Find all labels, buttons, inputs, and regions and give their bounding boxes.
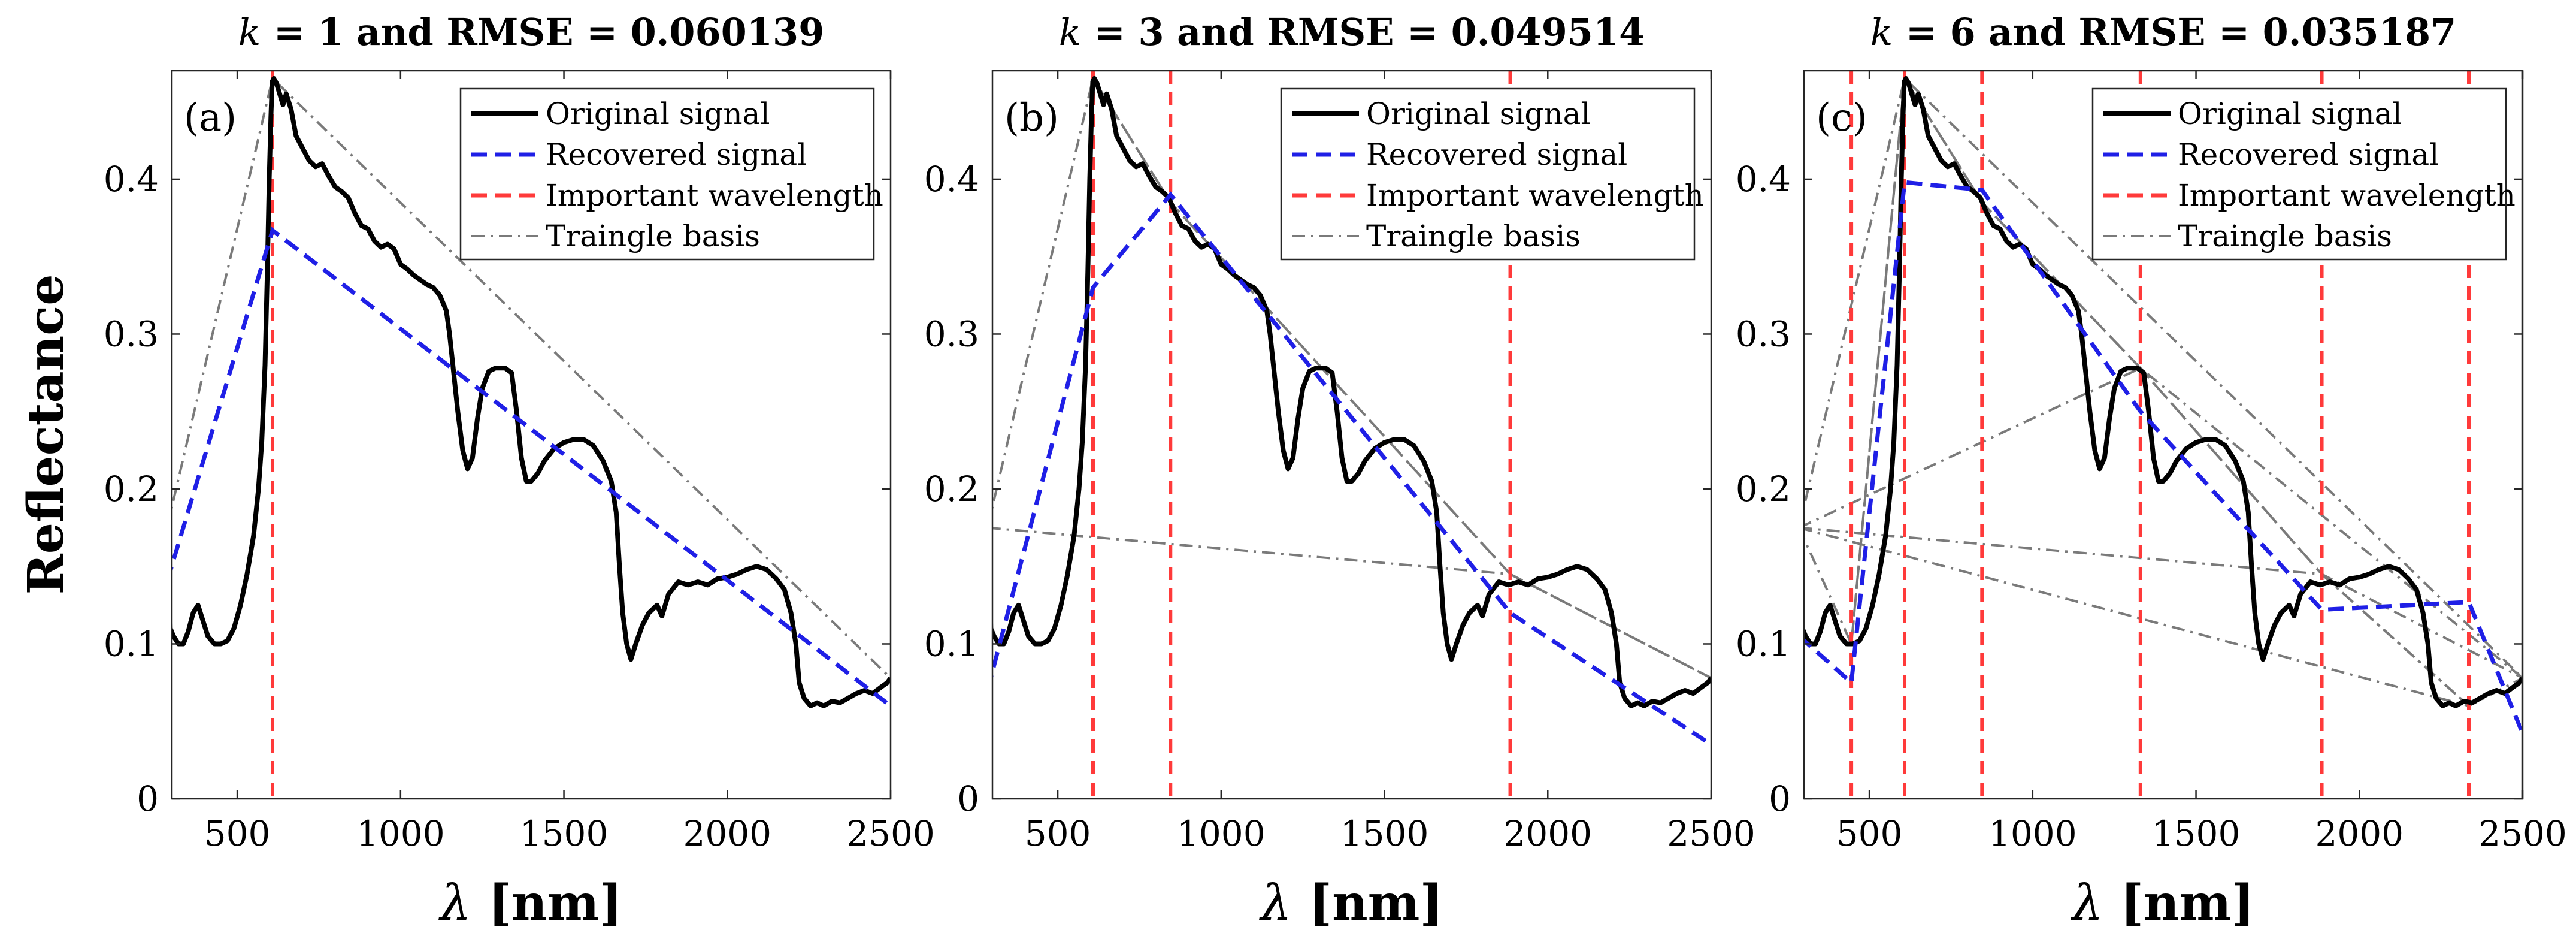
x-axis-label-lambda: λ xyxy=(438,875,471,932)
legend-label: Traingle basis xyxy=(1366,219,1581,253)
x-tick-label: 500 xyxy=(1025,813,1091,854)
y-tick-label: 0.2 xyxy=(1736,469,1791,509)
x-axis-label-unit: [nm] xyxy=(471,874,623,932)
plot-content xyxy=(992,71,1711,799)
panel-tag: (a) xyxy=(184,96,237,140)
y-tick-label: 0.3 xyxy=(104,313,159,354)
x-axis-label-unit: [nm] xyxy=(1292,874,1443,932)
x-tick-label: 1000 xyxy=(1177,813,1266,854)
legend-label: Recovered signal xyxy=(546,137,807,172)
panel-a: 500 1000 1500 2000 2500 0 0.1 0.2 0.3 0.4 (a)k = 1… xyxy=(104,10,935,932)
plot-content xyxy=(1804,71,2523,799)
y-tick-label: 0.1 xyxy=(1736,623,1791,664)
legend-label: Important wavelength xyxy=(2178,178,2516,213)
panel-c: 500 1000 1500 2000 2500 0 0.1 0.2 0.3 0.4 (c)k = 6… xyxy=(1736,10,2567,932)
y-axis-label: Reflectance xyxy=(17,274,75,595)
panel-tag: (b) xyxy=(1004,96,1059,140)
x-tick-label: 500 xyxy=(204,813,271,854)
y-tick-label: 0.3 xyxy=(1736,313,1791,354)
x-tick-label: 2500 xyxy=(846,813,935,854)
y-tick-label: 0.2 xyxy=(924,469,979,509)
x-axis-label: λ [nm] xyxy=(438,874,623,932)
legend-label: Important wavelength xyxy=(1366,178,1704,213)
x-tick-label: 1500 xyxy=(2152,813,2241,854)
original-signal-line xyxy=(1804,76,2523,708)
x-tick-label: 2000 xyxy=(2315,813,2404,854)
panel-title: k = 6 and RMSE = 0.035187 xyxy=(1870,10,2456,54)
title-rest: = 6 and RMSE = 0.035187 xyxy=(1893,10,2456,54)
recovered-signal-line xyxy=(172,227,891,708)
x-axis-label: λ [nm] xyxy=(2071,874,2255,932)
panel-title: k = 1 and RMSE = 0.060139 xyxy=(238,10,824,54)
x-axis-label-lambda: λ xyxy=(2071,875,2103,932)
legend-label: Original signal xyxy=(546,96,770,131)
axes-frame xyxy=(991,70,1712,800)
axes-frame xyxy=(171,70,892,800)
legend-label: Traingle basis xyxy=(546,219,760,253)
legend-label: Original signal xyxy=(2178,96,2402,131)
y-tick-label: 0.4 xyxy=(104,159,159,200)
x-axis-label-lambda: λ xyxy=(1259,875,1292,932)
x-axis-label: λ [nm] xyxy=(1259,874,1443,932)
x-tick-label: 1500 xyxy=(520,813,609,854)
y-tick-label: 0.1 xyxy=(924,623,979,664)
title-rest: = 3 and RMSE = 0.049514 xyxy=(1081,10,1645,54)
title-k-symbol: k xyxy=(238,10,261,54)
axes-frame xyxy=(1803,70,2524,800)
x-tick-label: 2000 xyxy=(1503,813,1592,854)
legend-box xyxy=(1280,87,1696,261)
y-tick-label: 0.4 xyxy=(924,159,979,200)
triangle-basis-line xyxy=(1850,74,1983,644)
title-k-symbol: k xyxy=(1059,10,1082,54)
y-tick-label: 0.4 xyxy=(1736,159,1791,200)
legend-label: Important wavelength xyxy=(546,178,883,213)
panel-tag: (c) xyxy=(1816,96,1867,140)
y-tick-label: 0 xyxy=(957,778,979,819)
panel-title: k = 3 and RMSE = 0.049514 xyxy=(1059,10,1645,54)
y-tick-label: 0 xyxy=(137,778,159,819)
legend-label: Traingle basis xyxy=(2178,219,2392,253)
legend-label: Recovered signal xyxy=(1366,137,1627,172)
title-rest: = 1 and RMSE = 0.060139 xyxy=(261,10,824,54)
x-tick-label: 2500 xyxy=(2478,813,2567,854)
x-tick-label: 1500 xyxy=(1340,813,1429,854)
legend: Original signal Recovered signal Important… xyxy=(459,87,883,261)
x-tick-label: 2500 xyxy=(1667,813,1755,854)
panel-b: 500 1000 1500 2000 2500 0 0.1 0.2 0.3 0.4 (b)k = 3… xyxy=(924,10,1755,932)
recovered-signal-line xyxy=(1804,180,2523,735)
original-signal-line xyxy=(172,76,891,708)
legend: Original signal Recovered signal Important… xyxy=(2091,87,2516,261)
x-tick-label: 500 xyxy=(1836,813,1903,854)
legend-box xyxy=(2091,87,2507,261)
y-tick-label: 0.2 xyxy=(104,469,159,509)
title-k-symbol: k xyxy=(1870,10,1893,54)
legend-label: Recovered signal xyxy=(2178,137,2439,172)
x-axis-label-unit: [nm] xyxy=(2103,874,2255,932)
y-tick-label: 0 xyxy=(1769,778,1791,819)
legend: Original signal Recovered signal Important… xyxy=(1280,87,1704,261)
legend-box xyxy=(459,87,875,261)
x-tick-label: 1000 xyxy=(1988,813,2077,854)
x-tick-label: 2000 xyxy=(683,813,771,854)
x-tick-label: 1000 xyxy=(356,813,445,854)
y-tick-label: 0.3 xyxy=(924,313,979,354)
recovered-signal-line xyxy=(992,191,1711,747)
plot-content xyxy=(172,71,891,799)
y-tick-label: 0.1 xyxy=(104,623,159,664)
legend-label: Original signal xyxy=(1366,96,1590,131)
